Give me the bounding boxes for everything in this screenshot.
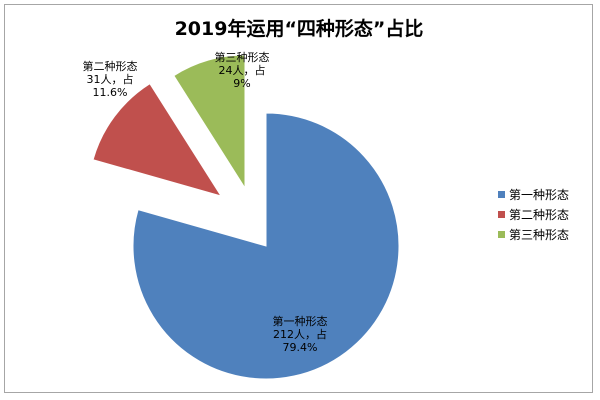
legend-swatch-1 [498, 191, 505, 198]
legend-swatch-2 [498, 211, 505, 218]
chart-title: 2019年运用“四种形态”占比 [175, 17, 424, 40]
legend-label-2: 第二种形态 [509, 208, 569, 222]
data-label-3: 第三种形态 24人，占 9% [215, 50, 270, 90]
legend-label-1: 第一种形态 [509, 188, 569, 202]
data-label-1: 第一种形态 212人，占 79.4% [273, 314, 328, 354]
legend-swatch-3 [498, 231, 505, 238]
pie-slice-1 [132, 112, 400, 380]
data-labels: 第一种形态 212人，占 79.4% 第二种形态 31人，占 11.6% 第三种形态 24人，… [83, 50, 328, 354]
pie-slice-2 [92, 82, 223, 197]
pie-slice-3 [173, 54, 246, 190]
legend-label-3: 第三种形态 [509, 228, 569, 242]
data-label-2: 第二种形态 31人，占 11.6% [83, 59, 138, 99]
pie-slices [92, 54, 400, 380]
